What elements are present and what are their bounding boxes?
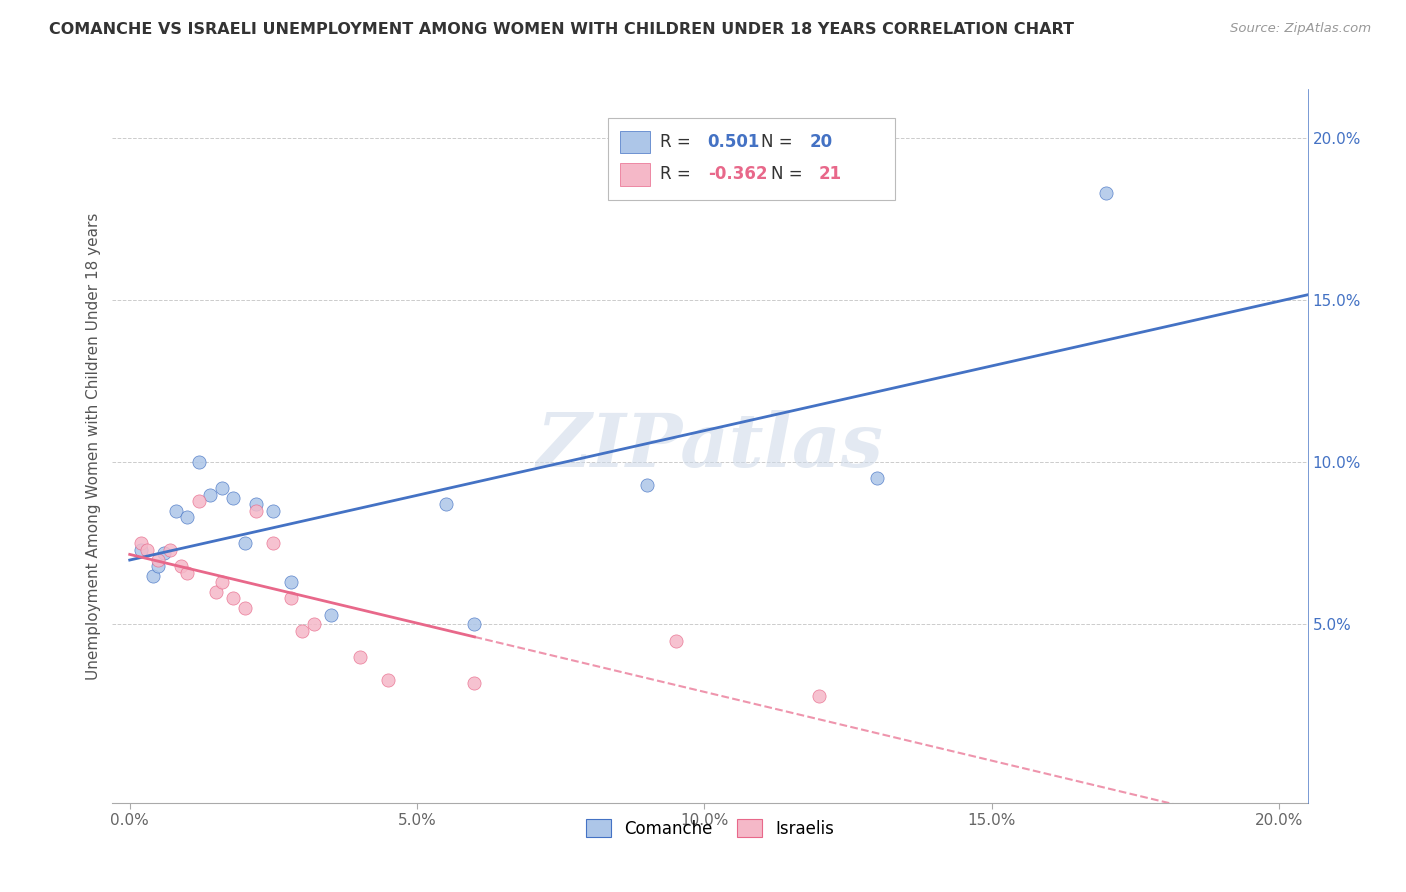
Point xyxy=(233,601,256,615)
Point xyxy=(636,478,658,492)
Text: R =: R = xyxy=(659,133,696,151)
Point xyxy=(198,488,221,502)
FancyBboxPatch shape xyxy=(609,118,896,200)
Point xyxy=(262,536,284,550)
Point xyxy=(245,497,267,511)
FancyBboxPatch shape xyxy=(620,162,651,186)
Point xyxy=(176,566,198,580)
Point xyxy=(280,575,302,590)
Point xyxy=(349,649,371,664)
Point xyxy=(142,568,165,582)
Point xyxy=(205,585,228,599)
Point xyxy=(262,504,284,518)
Text: COMANCHE VS ISRAELI UNEMPLOYMENT AMONG WOMEN WITH CHILDREN UNDER 18 YEARS CORREL: COMANCHE VS ISRAELI UNEMPLOYMENT AMONG W… xyxy=(49,22,1074,37)
Point xyxy=(1095,186,1118,200)
Point xyxy=(153,546,176,560)
Point xyxy=(148,559,170,574)
Point xyxy=(463,675,485,690)
Point xyxy=(866,471,889,485)
FancyBboxPatch shape xyxy=(620,130,651,153)
Point xyxy=(136,542,159,557)
Point xyxy=(222,591,245,606)
Text: 21: 21 xyxy=(818,165,842,183)
Point xyxy=(129,542,152,557)
Text: 20: 20 xyxy=(810,133,832,151)
Point xyxy=(302,617,325,632)
Point xyxy=(187,455,209,469)
Point xyxy=(319,607,342,622)
Point xyxy=(165,504,187,518)
Point xyxy=(176,510,198,524)
Point xyxy=(245,504,267,518)
Point xyxy=(463,617,485,632)
Point xyxy=(808,689,831,703)
Point xyxy=(159,542,181,557)
Point xyxy=(187,494,209,508)
Text: ZIPatlas: ZIPatlas xyxy=(537,409,883,483)
Y-axis label: Unemployment Among Women with Children Under 18 years: Unemployment Among Women with Children U… xyxy=(86,212,101,680)
Text: N =: N = xyxy=(770,165,808,183)
Point xyxy=(129,536,152,550)
Point xyxy=(377,673,399,687)
Point xyxy=(211,575,233,590)
Point xyxy=(170,559,193,574)
Point xyxy=(291,624,314,638)
Point xyxy=(664,633,686,648)
Point xyxy=(222,491,245,505)
Point xyxy=(434,497,457,511)
Text: R =: R = xyxy=(659,165,696,183)
Point xyxy=(280,591,302,606)
Point xyxy=(211,481,233,495)
Text: Source: ZipAtlas.com: Source: ZipAtlas.com xyxy=(1230,22,1371,36)
Point xyxy=(148,552,170,566)
Text: N =: N = xyxy=(762,133,799,151)
Text: 0.501: 0.501 xyxy=(707,133,761,151)
Text: -0.362: -0.362 xyxy=(707,165,768,183)
Point xyxy=(233,536,256,550)
Legend: Comanche, Israelis: Comanche, Israelis xyxy=(579,813,841,845)
